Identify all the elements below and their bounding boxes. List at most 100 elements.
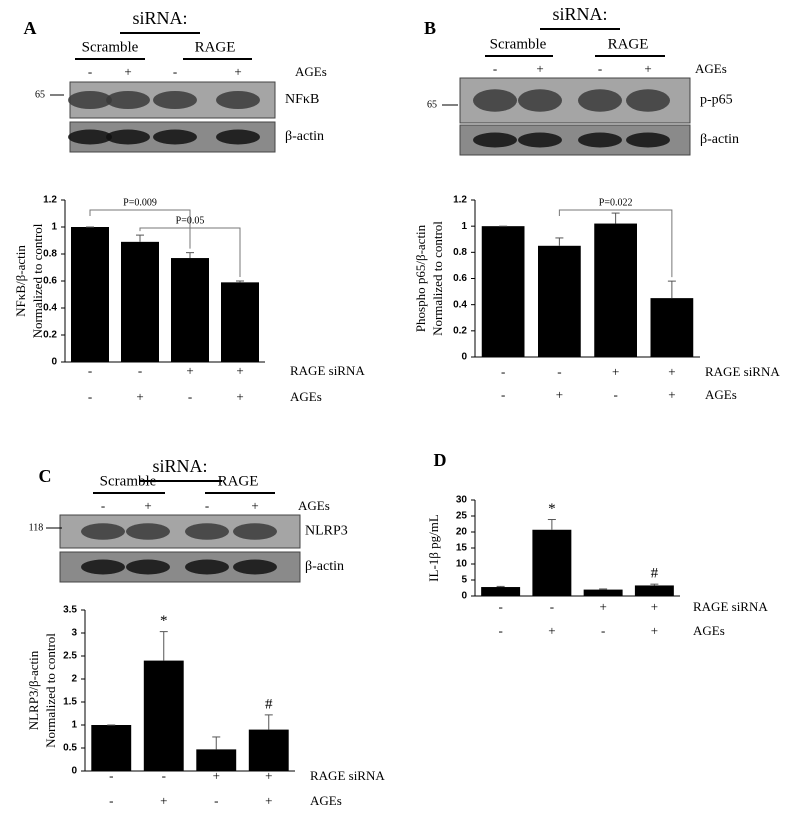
row-sign: +	[651, 623, 658, 638]
bar	[221, 282, 259, 362]
row-sign: -	[88, 363, 92, 378]
row-label: AGEs	[705, 387, 737, 402]
y-tick-label: 10	[456, 559, 468, 570]
row-sign: -	[214, 793, 218, 808]
group-label: Scramble	[100, 473, 157, 489]
treatment-label: AGEs	[295, 64, 327, 79]
y-tick-label: 20	[456, 527, 468, 538]
panel-label: C	[39, 466, 52, 486]
row-label: RAGE siRNA	[693, 599, 768, 614]
row-sign: -	[138, 363, 142, 378]
lane-sign: +	[144, 498, 151, 513]
lane-sign: -	[173, 64, 177, 79]
y-tick-label: 1	[71, 720, 77, 731]
lane-sign: +	[234, 64, 241, 79]
row-label: RAGE siRNA	[290, 363, 365, 378]
significance-bracket	[139, 227, 241, 277]
row-sign: +	[236, 389, 243, 404]
significance-mark: *	[160, 613, 168, 629]
blot-band	[106, 129, 150, 145]
row-sign: -	[498, 599, 502, 614]
y-tick-label: 0	[461, 352, 467, 363]
bar	[248, 729, 289, 771]
y-tick-label: 1.5	[63, 697, 77, 708]
group-label: RAGE	[218, 473, 259, 489]
bar	[583, 589, 623, 596]
row-sign: -	[501, 387, 505, 402]
treatment-label: AGEs	[298, 498, 330, 513]
y-tick-label: 0.6	[43, 276, 57, 287]
group-label: RAGE	[608, 36, 649, 52]
y-axis-label: NFκB/β-actin	[13, 245, 28, 317]
y-axis-label: Phospho p65/β-actin	[413, 224, 428, 332]
blot-band	[126, 559, 170, 575]
blot-label: NFκB	[285, 92, 319, 107]
p-value: P=0.022	[599, 197, 633, 208]
bar	[121, 241, 159, 362]
sirna-header: siRNA:	[152, 456, 207, 476]
row-label: RAGE siRNA	[705, 364, 780, 379]
row-sign: -	[109, 793, 113, 808]
mw-marker: 65	[35, 89, 45, 100]
y-tick-label: 2.5	[63, 651, 77, 662]
blot-band	[153, 91, 197, 109]
lane-sign: +	[251, 498, 258, 513]
blot-band	[81, 523, 125, 540]
blot-band	[106, 91, 150, 109]
y-tick-label: 25	[456, 511, 468, 522]
row-sign: -	[188, 389, 192, 404]
blot-label: β-actin	[305, 559, 344, 574]
bar	[650, 298, 694, 357]
bar	[634, 585, 674, 596]
blot-band	[578, 89, 622, 112]
row-sign: +	[265, 768, 272, 783]
panel-label: A	[24, 18, 37, 38]
row-sign: +	[136, 389, 143, 404]
row-sign: -	[601, 623, 605, 638]
y-tick-label: 3	[71, 628, 77, 639]
blot-band	[626, 132, 670, 148]
lane-sign: +	[644, 61, 651, 76]
y-axis-label: Normalized to control	[430, 221, 445, 336]
blot-band	[473, 132, 517, 148]
row-sign: -	[88, 389, 92, 404]
row-sign: +	[236, 363, 243, 378]
significance-mark: #	[651, 566, 659, 582]
y-tick-label: 1	[51, 222, 57, 233]
blot-label: p-p65	[700, 93, 733, 108]
y-tick-label: 1	[461, 221, 467, 232]
row-label: RAGE siRNA	[310, 768, 385, 783]
row-sign: +	[668, 387, 675, 402]
row-sign: +	[186, 363, 193, 378]
treatment-label: AGEs	[695, 61, 727, 76]
bar	[196, 749, 237, 771]
sirna-header: siRNA:	[132, 8, 187, 28]
row-sign: +	[612, 364, 619, 379]
y-tick-label: 0.5	[63, 743, 77, 754]
blot-band	[68, 91, 112, 109]
bar	[143, 660, 184, 771]
group-label: Scramble	[82, 39, 139, 55]
y-tick-label: 1.2	[453, 195, 467, 206]
row-sign: -	[501, 364, 505, 379]
row-sign: -	[162, 768, 166, 783]
y-tick-label: 0.8	[453, 247, 467, 258]
p-value: P=0.009	[123, 197, 157, 208]
row-sign: -	[498, 623, 502, 638]
y-tick-label: 15	[456, 543, 468, 554]
group-label: RAGE	[195, 39, 236, 55]
blot-band	[216, 91, 260, 109]
bar	[91, 725, 132, 771]
bar	[71, 227, 109, 362]
y-tick-label: 0.2	[453, 325, 467, 336]
blot-band	[185, 523, 229, 540]
blot-band	[68, 129, 112, 145]
y-axis-label: Normalized to control	[43, 633, 58, 748]
row-label: AGEs	[290, 389, 322, 404]
mw-marker: 65	[427, 99, 437, 110]
y-axis-label: Normalized to control	[30, 223, 45, 338]
y-axis-label: IL-1β pg/mL	[426, 514, 441, 582]
sirna-header: siRNA:	[552, 4, 607, 24]
significance-bracket	[89, 209, 191, 249]
